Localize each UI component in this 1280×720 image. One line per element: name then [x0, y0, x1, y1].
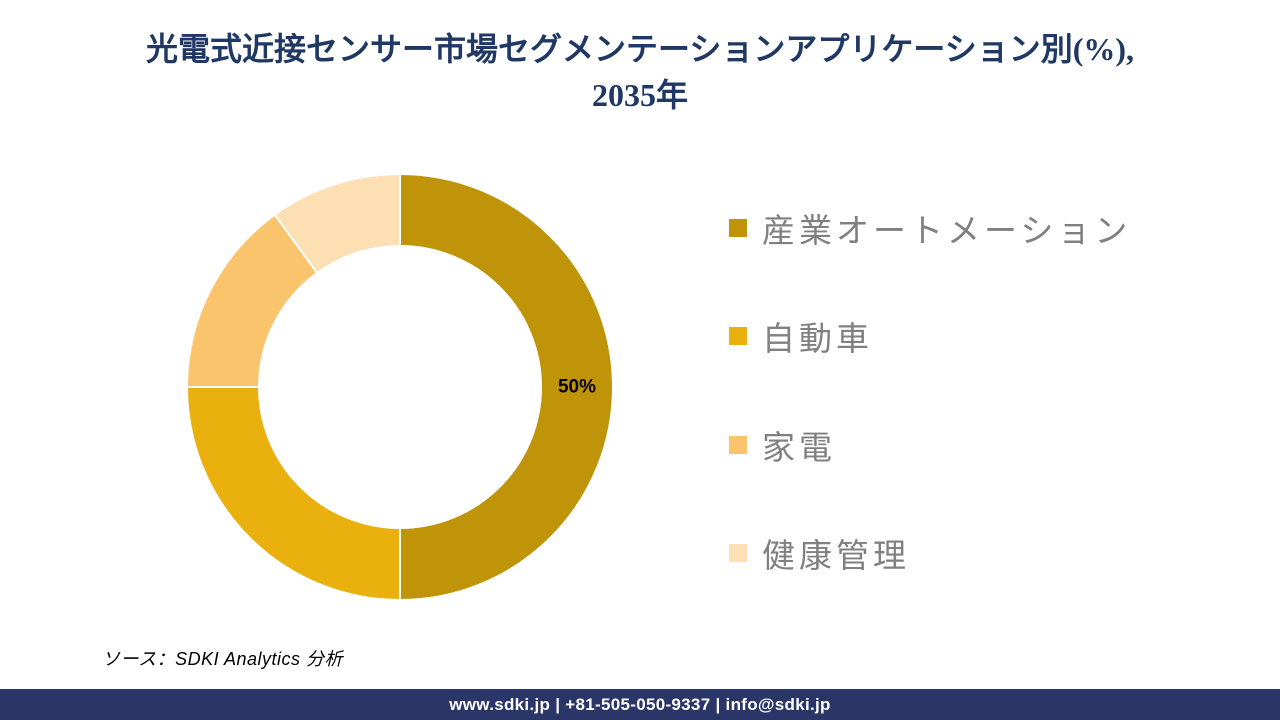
legend-label: 産業オートメーション [762, 212, 1132, 249]
legend-item-consumer-electronics: 家電 [729, 420, 836, 470]
legend-label: 自動車 [762, 320, 873, 357]
donut-chart: 50% [180, 167, 620, 607]
legend-swatch-icon [729, 544, 747, 562]
legend-swatch-icon [729, 219, 747, 237]
legend-label: 家電 [762, 429, 836, 466]
donut-svg: 50% [186, 173, 614, 601]
legend-item-healthcare: 健康管理 [729, 528, 910, 578]
donut-segment-industrial-automation [399, 173, 614, 601]
legend-label: 健康管理 [762, 537, 910, 574]
legend-swatch-icon [729, 327, 747, 345]
chart-title-line-2: 2035年 [591, 77, 688, 113]
donut-segment-automotive [186, 386, 401, 601]
slice-label-industrial-automation: 50% [558, 377, 596, 398]
footer-bar: www.sdki.jp | +81-505-050-9337 | info@sd… [0, 689, 1280, 720]
chart-title-line-1: 光電式近接センサー市場セグメンテーションアプリケーション別(%), [145, 31, 1135, 67]
legend-swatch-icon [729, 436, 747, 454]
footer-contact-text: www.sdki.jp | +81-505-050-9337 | info@sd… [449, 694, 831, 714]
chart-title: 光電式近接センサー市場セグメンテーションアプリケーション別(%), 2035年 [0, 26, 1280, 118]
chart-legend: 産業オートメーション 自動車 家電 健康管理 [729, 0, 1209, 720]
source-note: ソース：SDKI Analytics 分析 [102, 649, 343, 669]
legend-item-industrial-automation: 産業オートメーション [729, 203, 1131, 253]
donut-segment-healthcare [273, 173, 401, 274]
legend-item-automotive: 自動車 [729, 311, 873, 361]
